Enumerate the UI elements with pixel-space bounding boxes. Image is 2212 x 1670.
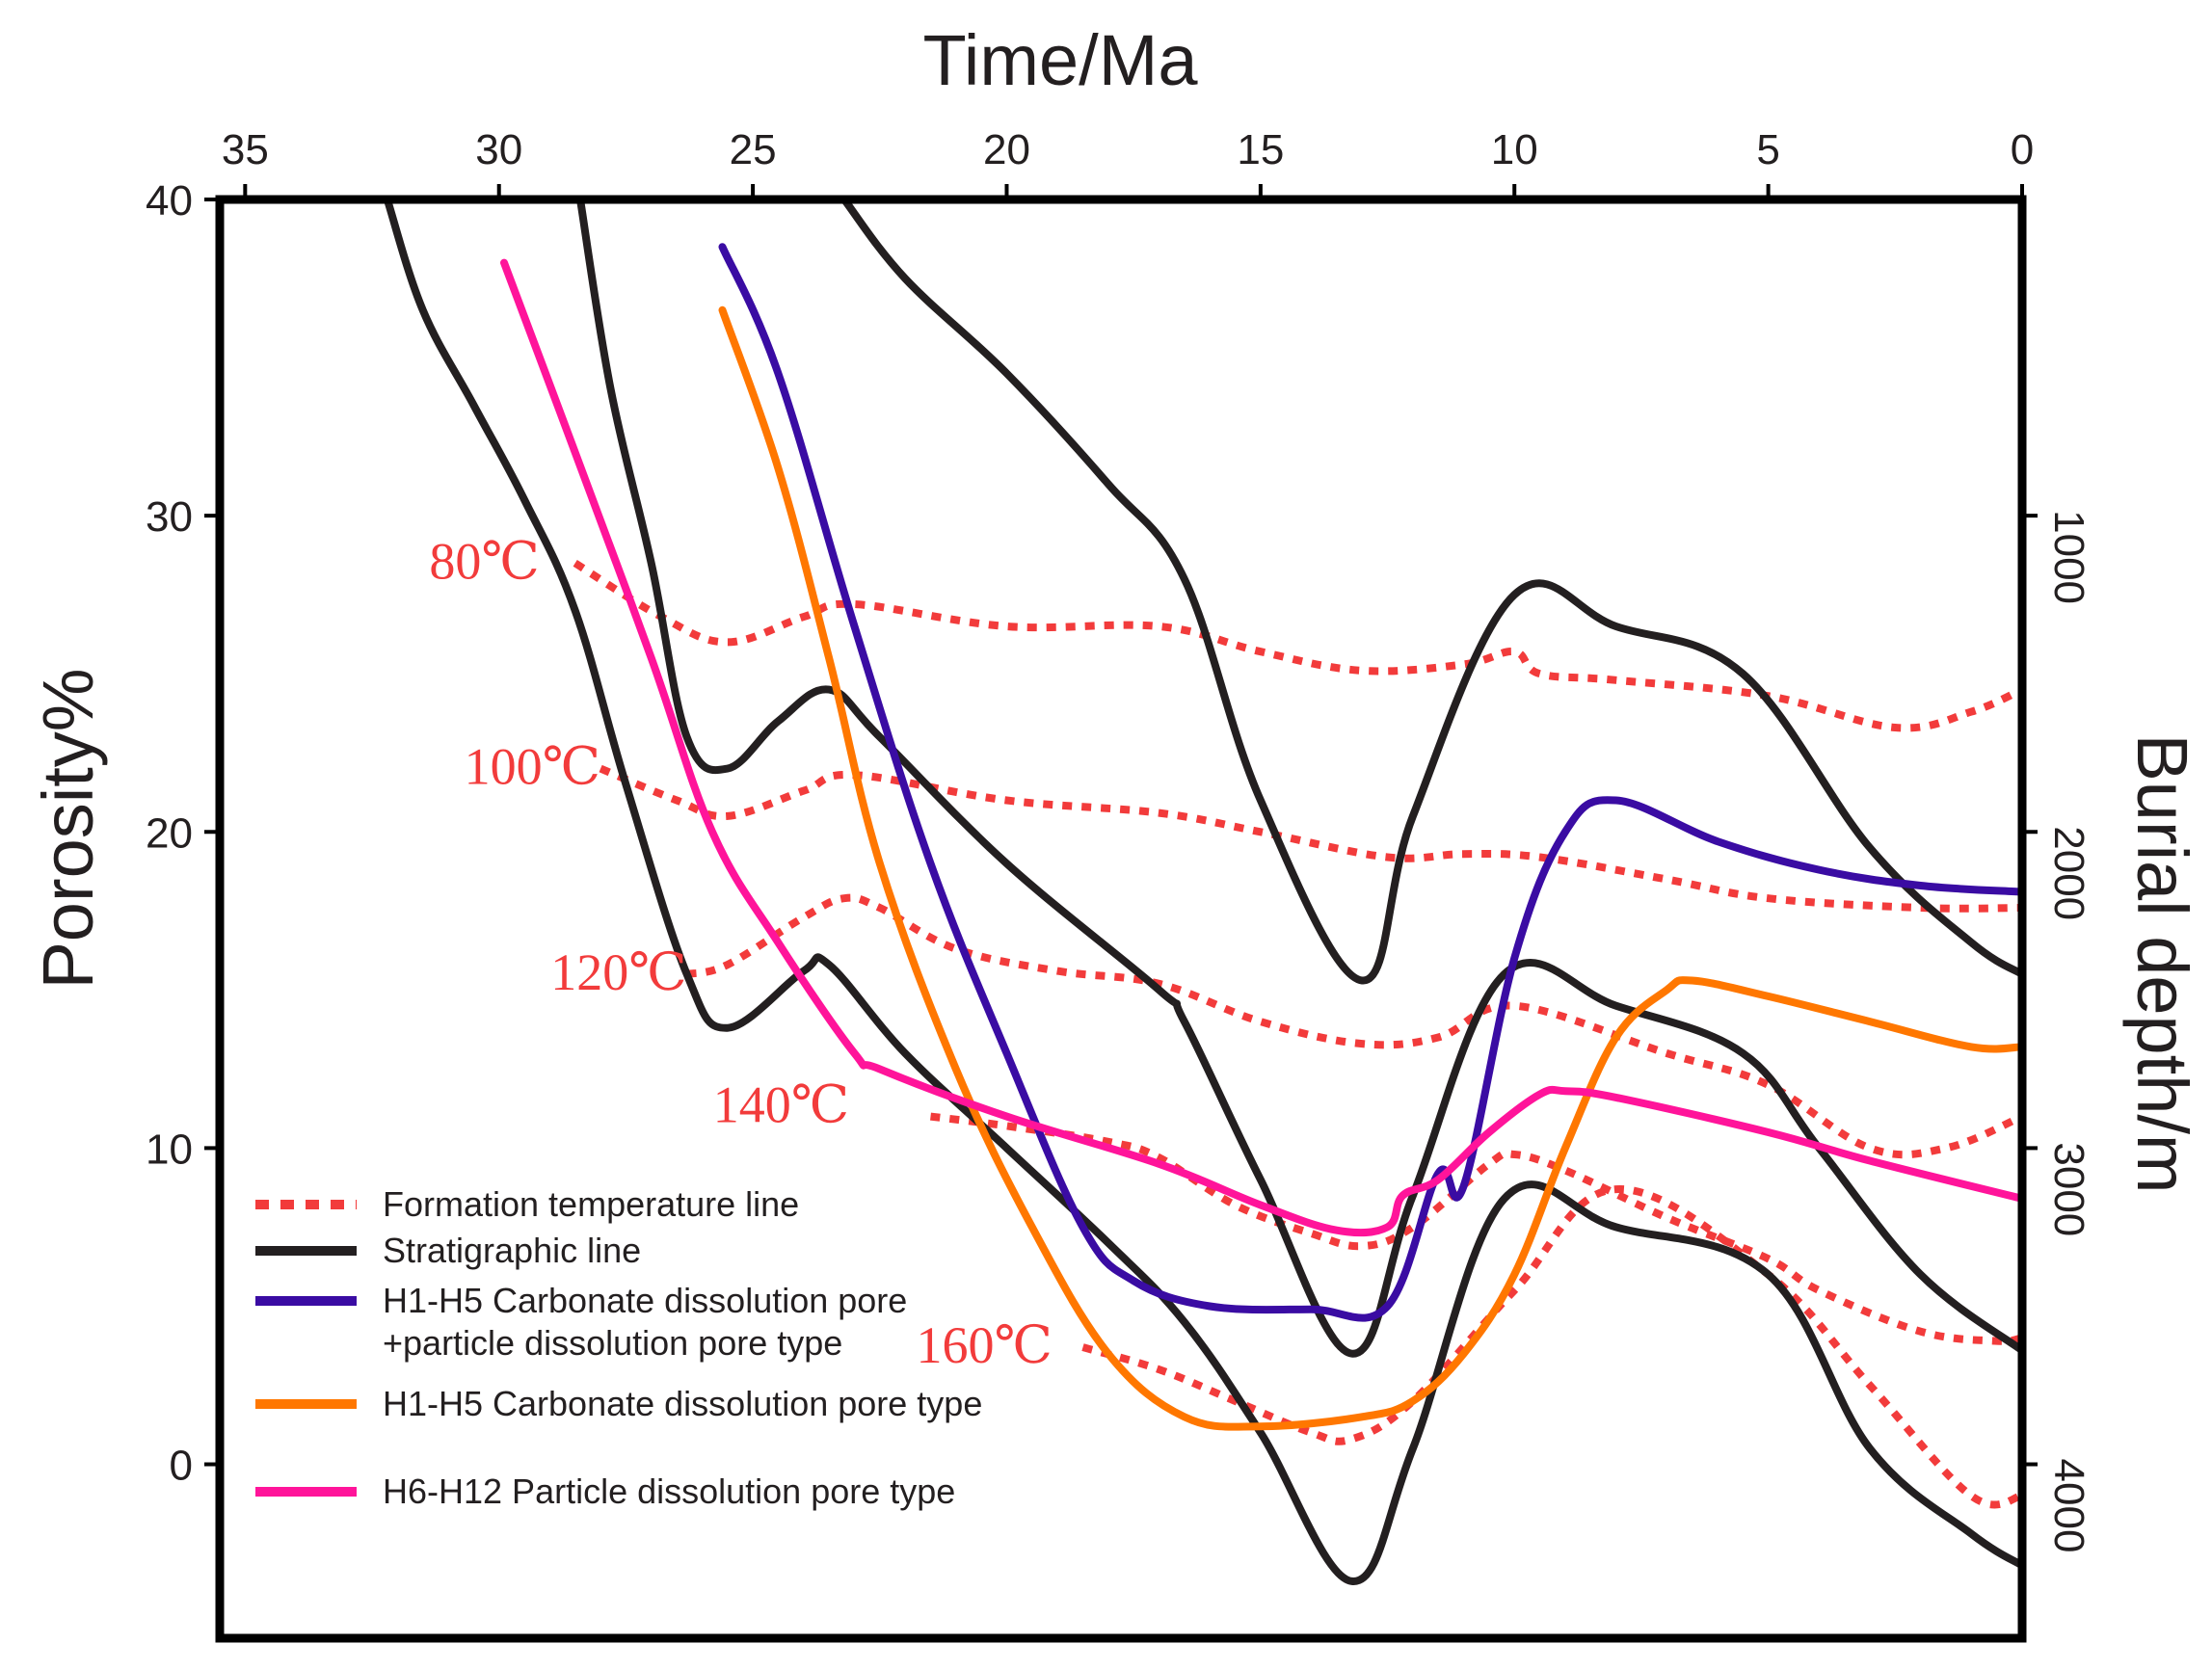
y2-axis-ticks: 1000 2000 3000 4000	[2022, 510, 2092, 1552]
temperature-line	[599, 764, 2022, 913]
y-tick-label: 20	[146, 809, 193, 857]
temperature-label: 80℃	[429, 532, 539, 590]
legend-label-particle: H6-H12 Particle dissolution pore type	[383, 1471, 955, 1511]
temperature-line	[685, 893, 2022, 1159]
y2-tick-label: 2000	[2045, 826, 2092, 920]
temperature-label: 100℃	[465, 738, 600, 796]
stratigraphic-line	[576, 199, 2022, 1358]
y2-axis-label: Burial depth/m	[2122, 733, 2202, 1193]
stratigraphic-line	[839, 199, 2022, 985]
y-axis-label: Porosity%	[28, 668, 108, 989]
plot-frame	[215, 195, 2027, 1643]
x-axis-ticks: 35 30 25 20 15 10 5 0	[222, 126, 2034, 199]
particle-line	[500, 258, 2022, 1237]
carb-particle-line	[718, 243, 2022, 1322]
data-series	[383, 199, 2022, 1585]
legend: Formation temperature line Stratigraphic…	[255, 1184, 982, 1511]
temperature-line	[929, 1112, 2022, 1345]
temperature-label: 120℃	[550, 943, 686, 1001]
y2-tick-label: 1000	[2045, 510, 2092, 604]
temperature-lines	[573, 559, 2022, 1509]
temperature-label: 140℃	[713, 1076, 849, 1134]
stratigraphic-line	[383, 199, 2022, 1585]
x-tick-label: 35	[222, 126, 269, 173]
carb-line	[718, 305, 2022, 1431]
y-tick-label: 0	[170, 1443, 193, 1490]
legend-label-temperature: Formation temperature line	[383, 1184, 799, 1224]
temperature-line	[1081, 1185, 2022, 1509]
temperature-labels: 80℃ 100℃ 120℃ 140℃ 160℃	[429, 532, 1052, 1374]
legend-label-stratigraphic: Stratigraphic line	[383, 1231, 641, 1270]
temperature-line	[573, 559, 2022, 732]
y-tick-label: 10	[146, 1126, 193, 1173]
x-tick-label: 5	[1756, 126, 1779, 173]
x-tick-label: 25	[730, 126, 777, 173]
y2-tick-label: 4000	[2045, 1459, 2092, 1553]
legend-label-carb: H1-H5 Carbonate dissolution pore type	[383, 1384, 982, 1423]
x-tick-label: 0	[2011, 126, 2034, 173]
y-tick-label: 30	[146, 493, 193, 541]
chart-title: Time/Ma	[922, 20, 1198, 100]
y-tick-label: 40	[146, 177, 193, 225]
x-tick-label: 20	[983, 126, 1030, 173]
y2-tick-label: 3000	[2045, 1142, 2092, 1236]
legend-label-carb-particle-line2: +particle dissolution pore type	[383, 1323, 842, 1363]
x-tick-label: 30	[475, 126, 522, 173]
temperature-label: 160℃	[916, 1316, 1052, 1374]
y-axis-ticks: 40 30 20 10 0	[146, 177, 220, 1490]
x-tick-label: 10	[1491, 126, 1538, 173]
x-tick-label: 15	[1237, 126, 1284, 173]
legend-label-carb-particle: H1-H5 Carbonate dissolution pore	[383, 1281, 907, 1320]
